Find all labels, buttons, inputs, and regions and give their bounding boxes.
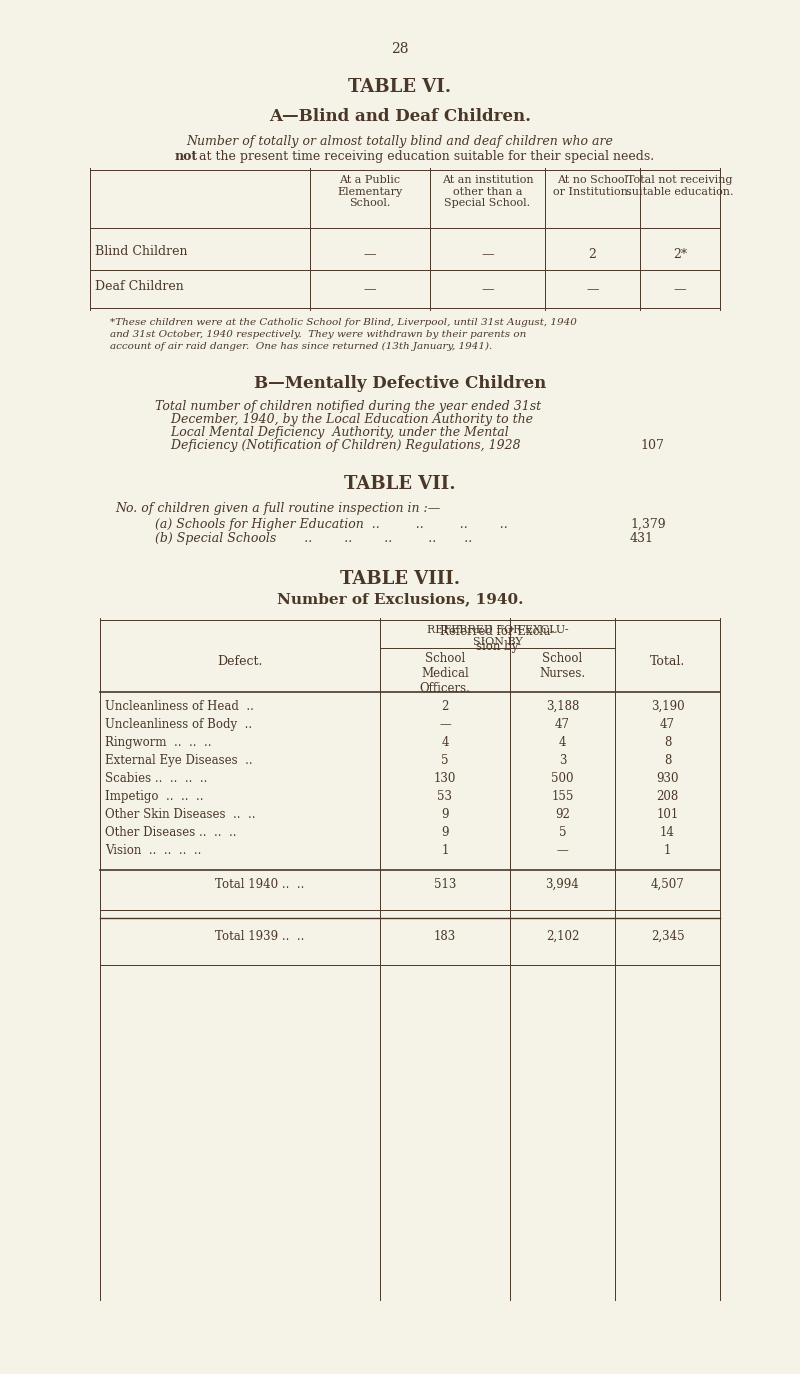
Text: Total 1939 ..  ..: Total 1939 .. .. (215, 930, 305, 943)
Text: A—Blind and Deaf Children.: A—Blind and Deaf Children. (269, 109, 531, 125)
Text: Number of Exclusions, 1940.: Number of Exclusions, 1940. (277, 592, 523, 606)
Text: Uncleanliness of Body  ..: Uncleanliness of Body .. (105, 719, 252, 731)
Text: 431: 431 (630, 532, 654, 545)
Text: Total not receiving
suitable education.: Total not receiving suitable education. (626, 174, 734, 196)
Text: 92: 92 (555, 808, 570, 822)
Text: 3,190: 3,190 (650, 699, 684, 713)
Text: 930: 930 (656, 772, 678, 785)
Text: 47: 47 (660, 719, 675, 731)
Text: Impetigo  ..  ..  ..: Impetigo .. .. .. (105, 790, 203, 802)
Text: 208: 208 (656, 790, 678, 802)
Text: 183: 183 (434, 930, 456, 943)
Text: 513: 513 (434, 878, 456, 890)
Text: TABLE VIII.: TABLE VIII. (340, 570, 460, 588)
Text: 1: 1 (442, 844, 449, 857)
Text: 14: 14 (660, 826, 675, 840)
Text: 28: 28 (391, 43, 409, 56)
Text: Number of totally or almost totally blind and deaf children who are: Number of totally or almost totally blin… (186, 135, 614, 148)
Text: Uncleanliness of Head  ..: Uncleanliness of Head .. (105, 699, 254, 713)
Text: 500: 500 (551, 772, 574, 785)
Text: TABLE VI.: TABLE VI. (349, 78, 451, 96)
Text: (a) Schools for Higher Education  ..         ..         ..        ..: (a) Schools for Higher Education .. .. .… (155, 518, 508, 530)
Text: Total number of children notified during the year ended 31st: Total number of children notified during… (155, 400, 541, 414)
Text: 3,188: 3,188 (546, 699, 579, 713)
Text: not: not (175, 150, 198, 164)
Text: 5: 5 (558, 826, 566, 840)
Text: REFERRED FOR EXCLU-
SION BY: REFERRED FOR EXCLU- SION BY (426, 625, 568, 647)
Text: Other Diseases ..  ..  ..: Other Diseases .. .. .. (105, 826, 237, 840)
Text: *These children were at the Catholic School for Blind, Liverpool, until 31st Aug: *These children were at the Catholic Sch… (110, 317, 577, 327)
Text: 4,507: 4,507 (650, 878, 684, 890)
Text: Deficiency (Notification of Children) Regulations, 1928: Deficiency (Notification of Children) Re… (155, 440, 521, 452)
Text: 2*: 2* (673, 247, 687, 261)
Text: at the present time receiving education suitable for their special needs.: at the present time receiving education … (195, 150, 654, 164)
Text: Total.: Total. (650, 655, 685, 668)
Text: Local Mental Deficiency  Authority, under the Mental: Local Mental Deficiency Authority, under… (155, 426, 509, 440)
Text: 130: 130 (434, 772, 456, 785)
Text: and 31st October, 1940 respectively.  They were withdrawn by their parents on: and 31st October, 1940 respectively. The… (110, 330, 526, 339)
Text: 2: 2 (442, 699, 449, 713)
Text: 2: 2 (589, 247, 597, 261)
Text: —: — (557, 844, 568, 857)
Text: 2,345: 2,345 (650, 930, 684, 943)
Text: 1,379: 1,379 (630, 518, 666, 530)
Text: Vision  ..  ..  ..  ..: Vision .. .. .. .. (105, 844, 202, 857)
Text: —: — (364, 283, 376, 295)
Text: External Eye Diseases  ..: External Eye Diseases .. (105, 754, 253, 767)
Text: At no School
or Institution.: At no School or Institution. (554, 174, 632, 196)
Text: 9: 9 (442, 808, 449, 822)
Text: Other Skin Diseases  ..  ..: Other Skin Diseases .. .. (105, 808, 255, 822)
Text: —: — (439, 719, 451, 731)
Text: 8: 8 (664, 754, 671, 767)
Text: 155: 155 (551, 790, 574, 802)
Text: 2,102: 2,102 (546, 930, 579, 943)
Text: At a Public
Elementary
School.: At a Public Elementary School. (338, 174, 402, 209)
Text: —: — (674, 283, 686, 295)
Text: 107: 107 (640, 440, 664, 452)
Text: 8: 8 (664, 736, 671, 749)
Text: 47: 47 (555, 719, 570, 731)
Text: Blind Children: Blind Children (95, 245, 187, 258)
Text: Defect.: Defect. (218, 655, 262, 668)
Text: Total 1940 ..  ..: Total 1940 .. .. (215, 878, 305, 890)
Text: 5: 5 (442, 754, 449, 767)
Text: —: — (482, 247, 494, 261)
Text: 4: 4 (558, 736, 566, 749)
Text: —: — (482, 283, 494, 295)
Text: No. of children given a full routine inspection in :—: No. of children given a full routine ins… (115, 502, 440, 515)
Text: TABLE VII.: TABLE VII. (344, 475, 456, 493)
Text: —: — (364, 247, 376, 261)
Text: 101: 101 (656, 808, 678, 822)
Text: 4: 4 (442, 736, 449, 749)
Text: At an institution
other than a
Special School.: At an institution other than a Special S… (442, 174, 534, 209)
Text: 1: 1 (664, 844, 671, 857)
Text: 3,994: 3,994 (546, 878, 579, 890)
Text: 3: 3 (558, 754, 566, 767)
Text: account of air raid danger.  One has since returned (13th January, 1941).: account of air raid danger. One has sinc… (110, 342, 492, 352)
Text: Ringworm  ..  ..  ..: Ringworm .. .. .. (105, 736, 211, 749)
Text: Scabies ..  ..  ..  ..: Scabies .. .. .. .. (105, 772, 207, 785)
Text: December, 1940, by the Local Education Authority to the: December, 1940, by the Local Education A… (155, 414, 533, 426)
Text: Referred for Exclu-
sion by: Referred for Exclu- sion by (440, 625, 554, 653)
Text: 9: 9 (442, 826, 449, 840)
Text: (b) Special Schools       ..        ..        ..         ..       ..: (b) Special Schools .. .. .. .. .. (155, 532, 472, 545)
Text: Deaf Children: Deaf Children (95, 280, 184, 293)
Text: B—Mentally Defective Children: B—Mentally Defective Children (254, 375, 546, 392)
Text: School
Nurses.: School Nurses. (539, 653, 586, 680)
Text: School
Medical
Officers.: School Medical Officers. (419, 653, 470, 695)
Text: —: — (586, 283, 598, 295)
Text: 53: 53 (438, 790, 453, 802)
